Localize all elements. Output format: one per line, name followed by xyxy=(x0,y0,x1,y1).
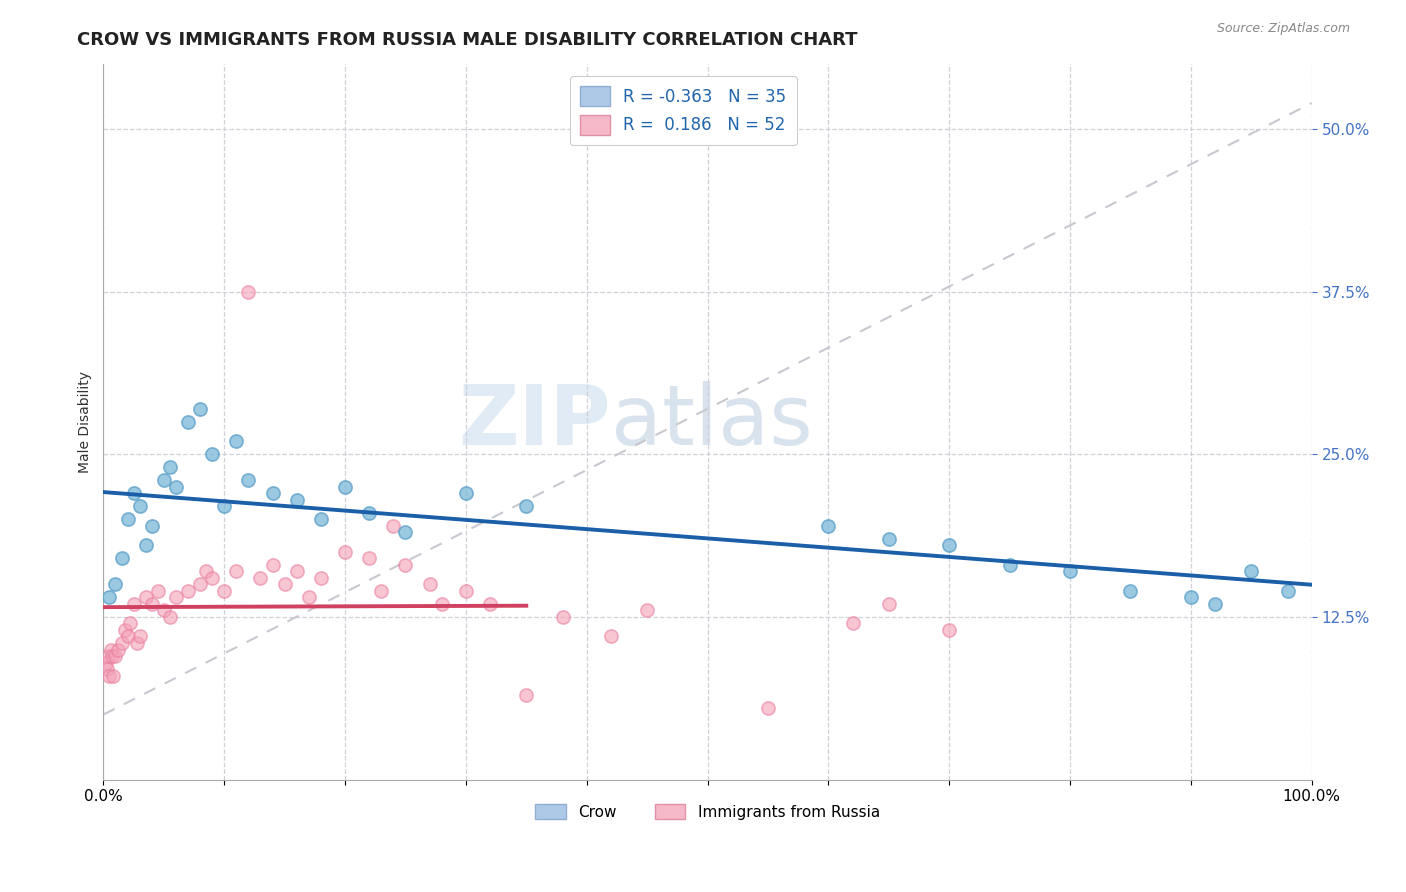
Point xyxy=(454,486,477,500)
Point xyxy=(430,597,453,611)
Point xyxy=(479,597,502,611)
Point xyxy=(599,630,621,644)
Point xyxy=(117,512,139,526)
Point xyxy=(122,597,145,611)
Point xyxy=(877,532,900,546)
Point xyxy=(101,648,124,663)
Point xyxy=(309,571,332,585)
Point xyxy=(309,512,332,526)
Point xyxy=(165,591,187,605)
Point xyxy=(100,642,122,657)
Point xyxy=(551,610,574,624)
Point xyxy=(212,584,235,599)
Text: CROW VS IMMIGRANTS FROM RUSSIA MALE DISABILITY CORRELATION CHART: CROW VS IMMIGRANTS FROM RUSSIA MALE DISA… xyxy=(77,31,858,49)
Point xyxy=(249,571,271,585)
Point xyxy=(359,551,381,566)
Point xyxy=(1059,565,1081,579)
Point xyxy=(101,668,124,682)
Point xyxy=(188,401,211,416)
Point xyxy=(1119,584,1142,599)
Point xyxy=(273,577,295,591)
Point xyxy=(96,662,118,676)
Point xyxy=(515,688,537,702)
Point xyxy=(118,616,141,631)
Point xyxy=(152,474,174,488)
Point xyxy=(370,584,392,599)
Point xyxy=(135,538,157,552)
Point xyxy=(159,610,181,624)
Point xyxy=(333,545,356,559)
Point xyxy=(636,603,658,617)
Point xyxy=(394,525,416,540)
Point xyxy=(201,571,224,585)
Point xyxy=(1180,591,1202,605)
Point xyxy=(159,460,181,475)
Point xyxy=(165,480,187,494)
Point xyxy=(225,434,247,449)
Point xyxy=(110,551,132,566)
Point xyxy=(1204,597,1226,611)
Point xyxy=(333,480,356,494)
Point xyxy=(141,519,163,533)
Point xyxy=(98,668,121,682)
Point xyxy=(394,558,416,572)
Point xyxy=(146,584,169,599)
Point xyxy=(117,630,139,644)
Point xyxy=(285,565,308,579)
Point xyxy=(107,642,129,657)
Point xyxy=(454,584,477,599)
Point xyxy=(110,636,132,650)
Point xyxy=(114,623,136,637)
Point xyxy=(177,584,200,599)
Point xyxy=(141,597,163,611)
Point xyxy=(998,558,1021,572)
Point xyxy=(382,519,405,533)
Point xyxy=(104,577,127,591)
Point xyxy=(94,656,117,670)
Text: ZIP: ZIP xyxy=(458,382,610,462)
Point xyxy=(122,486,145,500)
Point xyxy=(195,565,218,579)
Point xyxy=(212,500,235,514)
Point xyxy=(97,648,120,663)
Point xyxy=(841,616,863,631)
Point xyxy=(817,519,839,533)
Point xyxy=(177,415,200,429)
Point xyxy=(152,603,174,617)
Point xyxy=(262,486,284,500)
Point xyxy=(127,636,149,650)
Text: atlas: atlas xyxy=(610,382,813,462)
Point xyxy=(128,500,150,514)
Point xyxy=(877,597,900,611)
Point xyxy=(188,577,211,591)
Point xyxy=(98,591,121,605)
Point xyxy=(285,492,308,507)
Point xyxy=(135,591,157,605)
Point xyxy=(419,577,441,591)
Point xyxy=(238,285,260,299)
Point xyxy=(938,623,960,637)
Point xyxy=(1277,584,1299,599)
Point xyxy=(262,558,284,572)
Point xyxy=(359,506,381,520)
Point xyxy=(225,565,247,579)
Point xyxy=(298,591,321,605)
Point xyxy=(515,500,537,514)
Point xyxy=(938,538,960,552)
Legend: Crow, Immigrants from Russia: Crow, Immigrants from Russia xyxy=(529,797,886,826)
Y-axis label: Male Disability: Male Disability xyxy=(79,371,93,473)
Point xyxy=(201,447,224,461)
Point xyxy=(104,648,127,663)
Point xyxy=(756,701,779,715)
Point xyxy=(128,630,150,644)
Text: Source: ZipAtlas.com: Source: ZipAtlas.com xyxy=(1216,22,1350,36)
Point xyxy=(238,474,260,488)
Point xyxy=(1240,565,1263,579)
